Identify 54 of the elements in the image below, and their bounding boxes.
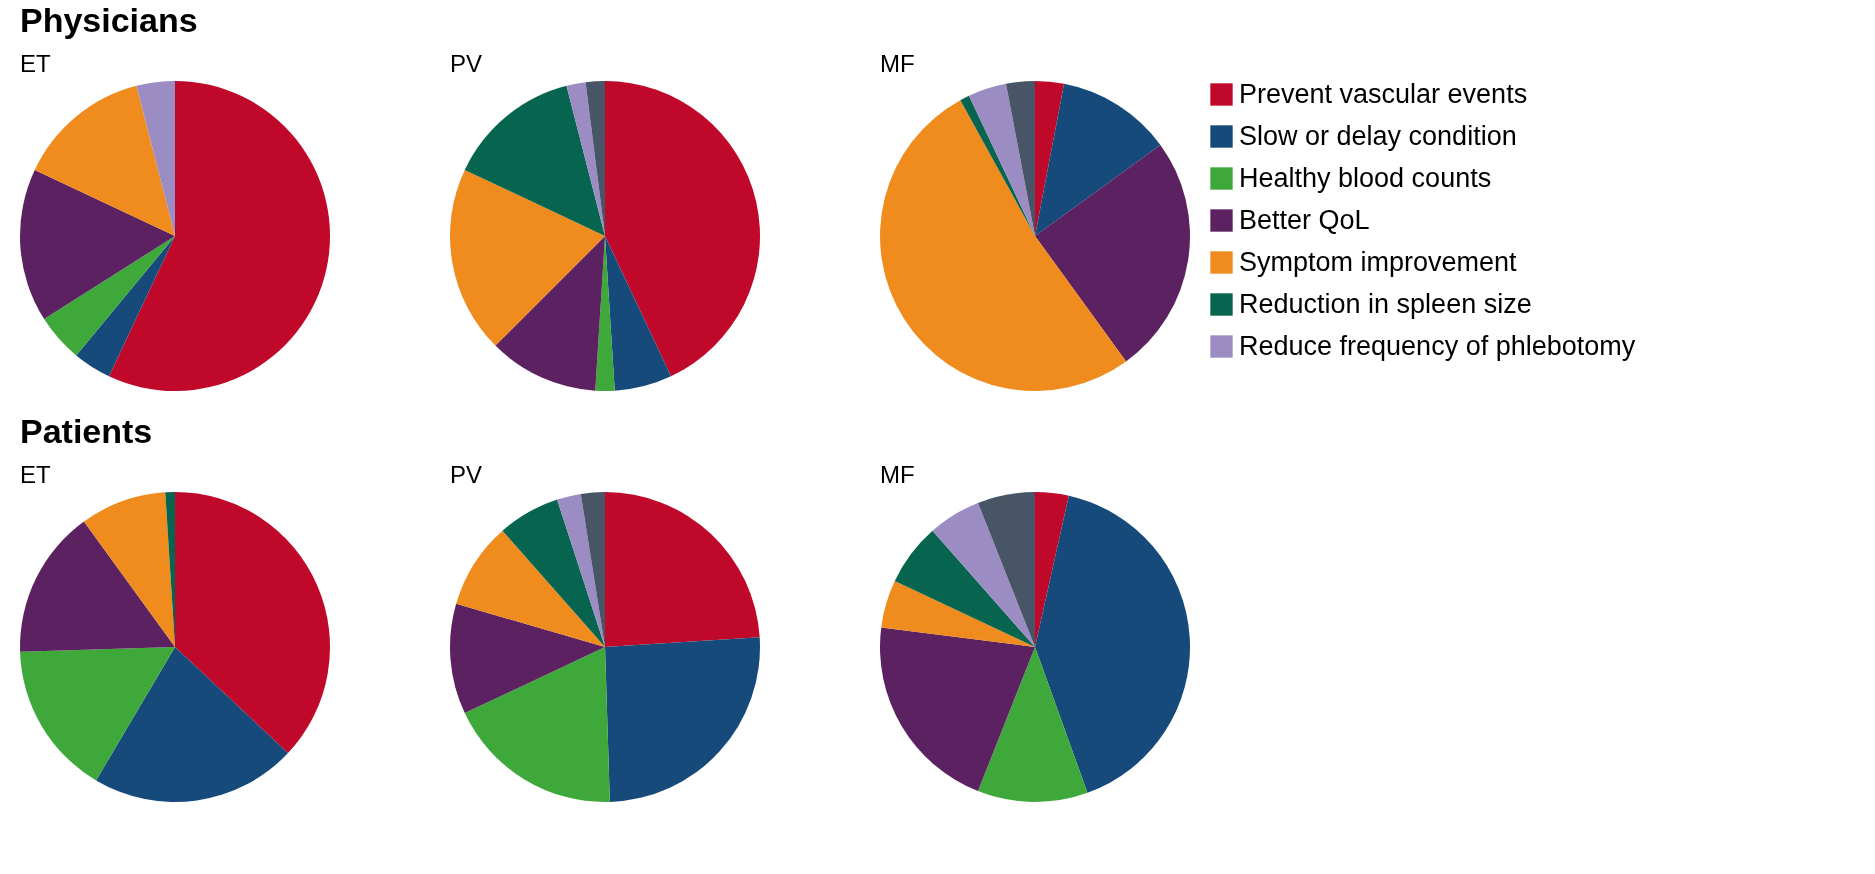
pie-slice [605,637,760,802]
pie-slice [1035,83,1161,236]
text: Physicians [20,1,198,39]
pie-slice [1035,144,1190,362]
pie-slice [1005,81,1035,236]
pie-slice [464,85,605,236]
pie-slice [977,647,1088,802]
pie-slice [880,100,1127,391]
pie-slice [557,493,605,647]
chart-title: ET [20,50,52,77]
legend-label: Healthy blood counts [1239,162,1492,193]
pie-slice [977,492,1035,647]
pie-slice [96,647,288,802]
pie-slice [566,82,605,236]
chart-title: MF [880,461,915,488]
pie-slice [20,170,175,320]
pie-slice [450,170,605,346]
pie-slice [880,627,1035,792]
chart-title: PV [450,50,483,77]
text: Patients [20,412,153,450]
pie-slice [605,81,760,377]
chart-title: ET [20,461,52,488]
pie-slice [34,85,175,236]
legend-label: Prevent vascular events [1239,78,1528,109]
legend-label: Reduce frequency of phlebotomy [1239,330,1636,361]
pie-slice [605,492,760,647]
pie-slice [894,530,1035,647]
pie-slice [1035,495,1190,793]
pie-slice [495,236,605,391]
pie-slice [456,530,605,647]
pie-slice [450,603,605,713]
pie-slice [20,647,175,781]
pie-slice [44,236,175,356]
pie-slice [136,81,175,236]
pie-slice [969,83,1035,236]
pie-slice [83,492,175,647]
pie-slice [1035,81,1065,236]
pie-slice [881,581,1035,647]
pie-slice [1035,492,1069,647]
pie-slice [109,81,330,391]
pie-slice [932,502,1035,647]
pie-slice [175,492,330,754]
legend-label: Better QoL [1239,204,1370,235]
pie-slice [464,647,610,802]
pie-slice [605,236,671,391]
chart-title: MF [880,50,915,77]
pie-slice [502,499,605,647]
pie-slice [20,521,175,652]
chart-title: PV [450,461,483,488]
legend-label: Symptom improvement [1239,246,1518,277]
legend-label: Slow or delay condition [1239,120,1517,151]
pie-slice [580,492,605,647]
pie-slice [76,236,175,377]
legend-label: Reduction in spleen size [1239,288,1532,319]
